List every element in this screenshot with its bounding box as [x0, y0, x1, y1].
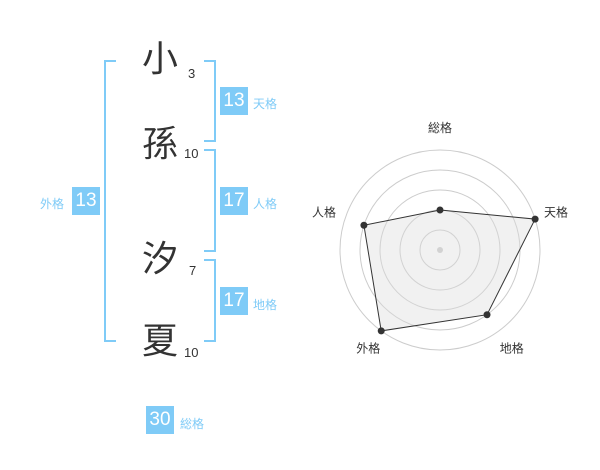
axis-label: 地格 [500, 341, 524, 356]
soukaku-label: 総格 [180, 417, 205, 431]
stroke-count: 3 [188, 66, 196, 81]
tenkaku-label: 天格 [253, 97, 278, 111]
center-dot [437, 247, 443, 253]
data-point [531, 215, 539, 223]
grid-ring [379, 189, 501, 311]
stroke-count: 10 [184, 146, 199, 161]
chikaku-bracket [204, 259, 216, 342]
axis-label: 外格 [356, 341, 380, 356]
gaikaku-label: 外格 [40, 197, 65, 211]
gaikaku-bracket [104, 60, 116, 342]
tenkaku-value: 13 [220, 87, 248, 115]
data-point [360, 221, 368, 229]
chikaku-value: 17 [220, 287, 248, 315]
axis-label: 天格 [544, 204, 568, 219]
chikaku-label: 地格 [253, 298, 278, 312]
tenkaku-bracket [204, 60, 216, 142]
gaikaku-value: 13 [72, 187, 100, 215]
grid-ring [339, 149, 541, 351]
data-point [436, 206, 444, 214]
data-point [377, 327, 385, 335]
axis-label: 総格 [428, 120, 452, 135]
axis-label: 人格 [312, 204, 336, 219]
jinkaku-label: 人格 [253, 197, 278, 211]
name-char: 小 [141, 39, 178, 80]
radar-area [363, 209, 536, 332]
jinkaku-bracket [204, 149, 216, 252]
stroke-count: 10 [184, 345, 199, 360]
stroke-count: 7 [189, 263, 197, 278]
data-point [483, 311, 491, 319]
grid-ring [419, 229, 461, 271]
jinkaku-value: 17 [220, 187, 248, 215]
name-char: 孫 [141, 124, 178, 165]
name-char: 夏 [141, 321, 178, 362]
soukaku-value: 30 [146, 406, 174, 434]
name-char: 汐 [141, 239, 178, 280]
